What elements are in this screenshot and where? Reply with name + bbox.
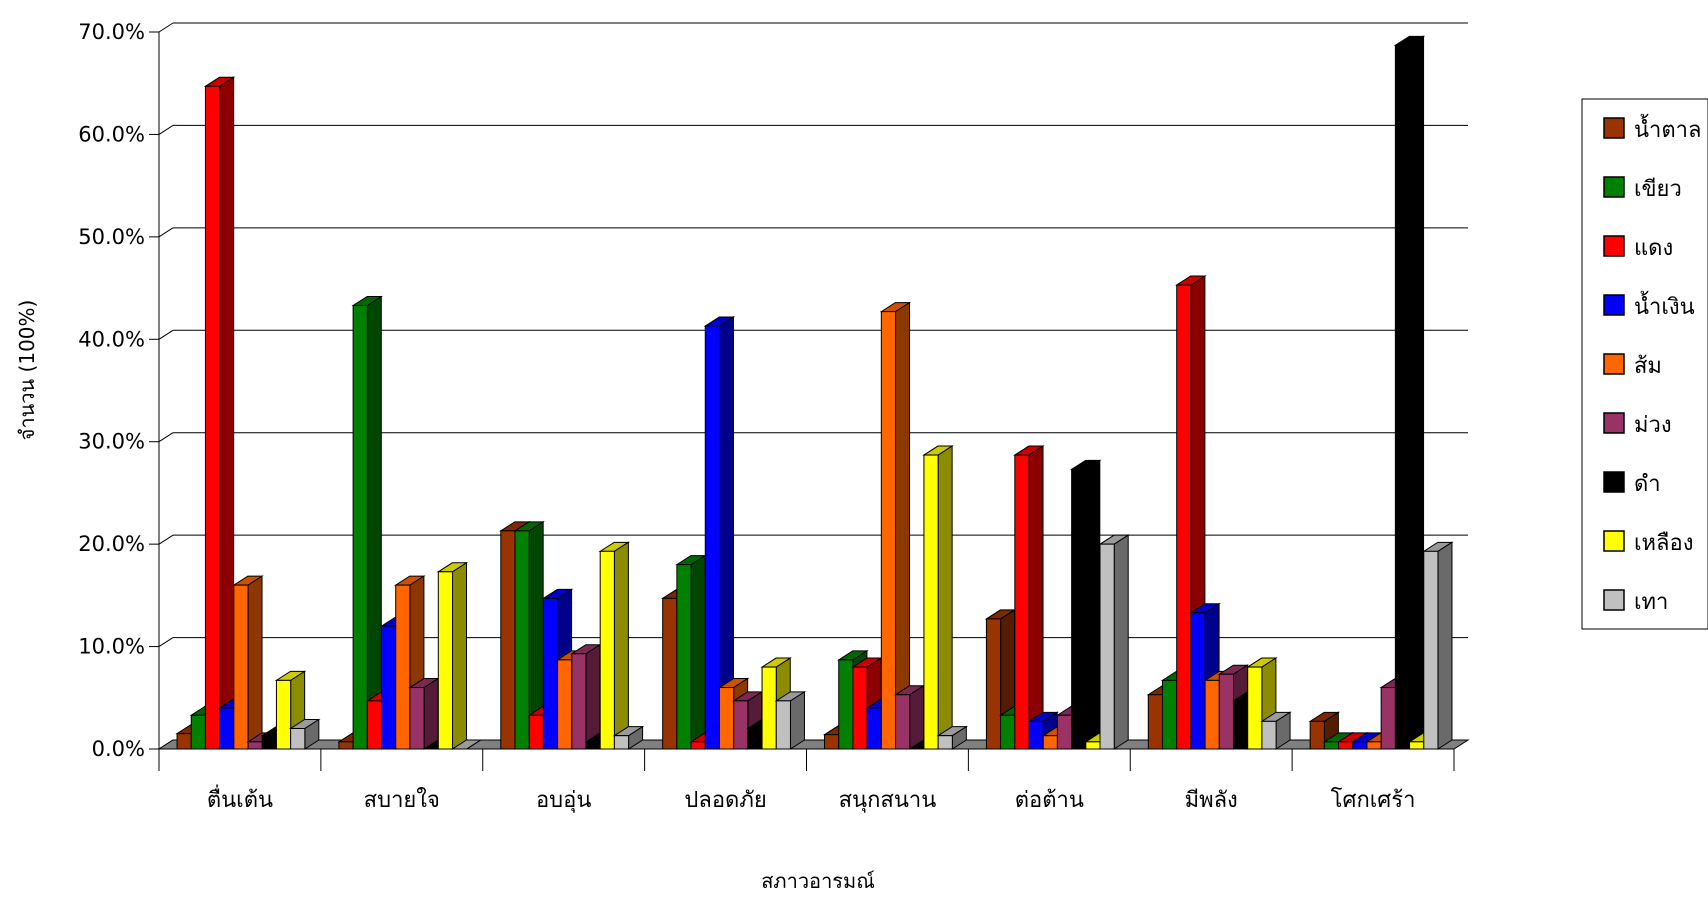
gridline-depth bbox=[158, 432, 174, 443]
y-tick-label: 20.0% bbox=[78, 532, 145, 556]
bar bbox=[774, 690, 807, 750]
legend-swatch bbox=[1603, 589, 1625, 611]
bar bbox=[731, 690, 764, 750]
legend-swatch bbox=[1603, 471, 1625, 493]
category-label: ต่อต้าน bbox=[1015, 788, 1084, 813]
legend-label: เทา bbox=[1634, 590, 1668, 615]
category-label: ตื่นเต้น bbox=[207, 784, 273, 813]
legend-item: เทา bbox=[1603, 589, 1668, 615]
legend-label: ม่วง bbox=[1634, 413, 1672, 438]
legend-label: เขียว bbox=[1634, 177, 1682, 202]
legend-swatch bbox=[1603, 353, 1625, 375]
legend-label: น้ำเงิน bbox=[1634, 291, 1695, 320]
legend-swatch bbox=[1603, 530, 1625, 552]
bar bbox=[1393, 35, 1426, 750]
x-axis-title: สภาวอารมณ์ bbox=[761, 869, 875, 893]
category-label: สบายใจ bbox=[364, 787, 440, 813]
legend-item: ส้ม bbox=[1603, 353, 1662, 379]
legend-item: เขียว bbox=[1603, 176, 1682, 202]
legend-swatch bbox=[1603, 176, 1625, 198]
y-axis: 0.0% 10.0% 20.0% 30.0% 40.0% 50.0% 60.0% 70.0% bbox=[78, 20, 160, 761]
legend-label: น้ำตาล bbox=[1634, 114, 1702, 143]
legend-item: ม่วง bbox=[1603, 412, 1672, 438]
y-tick-label: 40.0% bbox=[78, 327, 145, 351]
y-axis-title: จำนวน (100%) bbox=[15, 300, 39, 441]
gridline-depth bbox=[158, 534, 174, 545]
y-tick-label: 50.0% bbox=[78, 225, 145, 249]
legend-box bbox=[1581, 98, 1708, 630]
legend-item: เหลือง bbox=[1603, 530, 1693, 556]
legend-swatch bbox=[1603, 235, 1625, 257]
gridline-depth bbox=[158, 637, 174, 647]
legend-swatch bbox=[1603, 294, 1625, 316]
x-axis: ตื่นเต้น สบายใจ อบอุ่น ปลอดภัย สนุกสนาน ต่อต้… bbox=[158, 748, 1455, 813]
legend-label: แดง bbox=[1634, 236, 1673, 261]
legend-item: ดำ bbox=[1603, 471, 1661, 497]
legend-item: น้ำตาล bbox=[1603, 114, 1702, 143]
bar bbox=[893, 684, 926, 750]
bar bbox=[703, 316, 736, 750]
gridline-depth bbox=[158, 329, 174, 340]
gridline-depth bbox=[158, 227, 174, 238]
bars bbox=[175, 35, 1454, 750]
bar bbox=[879, 301, 912, 750]
bar bbox=[1069, 459, 1102, 750]
y-tick-label: 0.0% bbox=[92, 737, 145, 761]
category-label: มีพลัง bbox=[1185, 788, 1238, 813]
category-label: ปลอดภัย bbox=[684, 788, 766, 813]
legend-label: ส้ม bbox=[1634, 354, 1662, 379]
bar bbox=[408, 677, 440, 750]
bar bbox=[675, 554, 707, 750]
bar bbox=[598, 541, 631, 750]
bar bbox=[1098, 534, 1130, 750]
y-tick-label: 10.0% bbox=[78, 635, 145, 659]
y-tick-label: 70.0% bbox=[78, 20, 145, 44]
gridline-depth bbox=[158, 22, 174, 33]
bar bbox=[936, 725, 969, 750]
category-label: สนุกสนาน bbox=[839, 788, 937, 813]
bar bbox=[232, 575, 264, 750]
y-tick-label: 60.0% bbox=[78, 122, 145, 146]
bar bbox=[1422, 541, 1454, 750]
bar bbox=[436, 561, 469, 750]
legend-label: เหลือง bbox=[1634, 531, 1693, 556]
legend-item: น้ำเงิน bbox=[1603, 291, 1695, 320]
bar bbox=[203, 76, 236, 750]
bar bbox=[288, 718, 321, 750]
bar bbox=[351, 295, 384, 750]
legend-label: ดำ bbox=[1634, 472, 1661, 497]
legend-swatch bbox=[1603, 117, 1625, 139]
y-tick-label: 30.0% bbox=[78, 430, 145, 454]
legend-item: แดง bbox=[1603, 235, 1673, 261]
gridline-depth bbox=[158, 125, 174, 135]
bar bbox=[1013, 445, 1045, 750]
category-label: อบอุ่น bbox=[536, 788, 591, 813]
legend-swatch bbox=[1603, 412, 1625, 434]
bar bbox=[922, 445, 954, 750]
bar bbox=[570, 643, 602, 750]
category-label: โศกเศร้า bbox=[1331, 787, 1416, 813]
bar bbox=[1260, 711, 1292, 750]
